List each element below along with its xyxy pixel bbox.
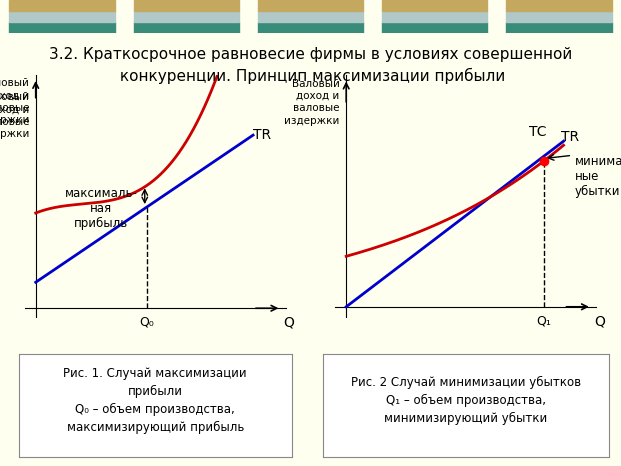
Text: Q₀: Q₀ xyxy=(140,315,154,328)
Bar xyxy=(9,11,115,22)
Bar xyxy=(382,11,487,22)
Text: 3.2. Краткосрочное равновесие фирмы в условиях совершенной
 конкуренции. Принцип: 3.2. Краткосрочное равновесие фирмы в ус… xyxy=(49,47,572,84)
Text: Валовый
доход и
валовые
издержки: Валовый доход и валовые издержки xyxy=(284,79,340,126)
Bar xyxy=(9,0,115,11)
Bar xyxy=(258,22,363,33)
Bar xyxy=(382,0,487,11)
Bar xyxy=(506,22,612,33)
Text: максималь-
ная
прибыль: максималь- ная прибыль xyxy=(65,187,137,230)
Bar xyxy=(134,22,239,33)
Text: Рис. 2 Случай минимизации убытков
Q₁ – объем производства,
минимизирующий убытки: Рис. 2 Случай минимизации убытков Q₁ – о… xyxy=(351,376,581,425)
Bar xyxy=(506,0,612,11)
Text: минималь-
ные
убытки: минималь- ные убытки xyxy=(574,155,621,199)
Text: Валовый
доход и
валовые
издержки: Валовый доход и валовые издержки xyxy=(0,92,29,139)
Text: TC: TC xyxy=(528,125,546,139)
Bar xyxy=(134,11,239,22)
Text: Q: Q xyxy=(594,315,605,329)
Bar xyxy=(134,0,239,11)
Text: TR: TR xyxy=(253,128,271,142)
Bar xyxy=(258,11,363,22)
Bar xyxy=(258,0,363,11)
Text: TR: TR xyxy=(561,130,579,144)
Text: Валовый
доход и
валовые
издержки: Валовый доход и валовые издержки xyxy=(0,78,29,125)
Bar xyxy=(382,22,487,33)
Text: Q: Q xyxy=(283,315,294,329)
Bar xyxy=(506,11,612,22)
Text: Рис. 1. Случай максимизации
прибыли
Q₀ – объем производства,
максимизирующий при: Рис. 1. Случай максимизации прибыли Q₀ –… xyxy=(63,367,247,434)
Text: Q₁: Q₁ xyxy=(537,315,551,328)
Bar xyxy=(9,22,115,33)
